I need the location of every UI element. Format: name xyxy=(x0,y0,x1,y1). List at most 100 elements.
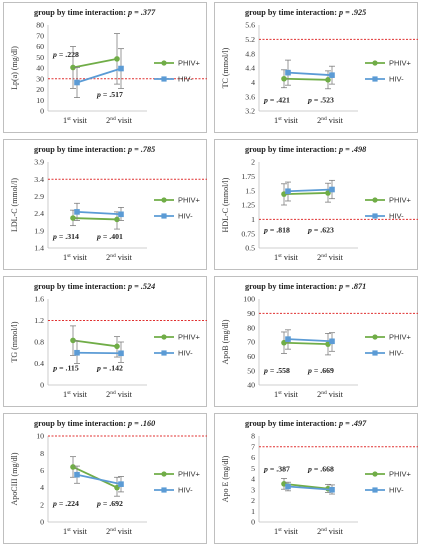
data-point xyxy=(118,481,124,487)
series-line xyxy=(283,482,329,490)
chart-title: group by time interaction: p = .524 xyxy=(34,282,155,291)
legend-label: HIV- xyxy=(178,486,193,495)
y-axis-label: LDL-C (mmol/l) xyxy=(10,178,19,232)
chart-panel: group by time interaction: p = .497 0 1 2 3 4… xyxy=(214,413,418,544)
legend-label: HIV- xyxy=(389,75,404,84)
x-category-label: 1st visit xyxy=(63,116,88,125)
legend-label: PHIV+ xyxy=(389,59,412,68)
series-line xyxy=(283,341,329,346)
y-tick-label: 50 xyxy=(247,366,255,375)
y-tick-label: 90 xyxy=(247,309,255,318)
p-value-label: p = .669 xyxy=(307,366,334,375)
x-category-label: 2nd visit xyxy=(317,116,343,125)
chart-svg: group by time interaction: p = .377 0 10 20… xyxy=(10,8,207,125)
data-point xyxy=(118,350,124,357)
y-tick-label: 4 xyxy=(251,475,255,484)
y-tick-label: 0 xyxy=(40,381,44,390)
chart-panel: group by time interaction: p = .925 3.2 3.… xyxy=(214,2,418,133)
chart-panel: group by time interaction: p = .498 0.5 0.… xyxy=(214,139,418,270)
p-value-label: p = .517 xyxy=(96,90,123,99)
y-tick-label: 4 xyxy=(40,483,44,492)
p-value-label: p = .421 xyxy=(263,96,290,105)
chart-svg: group by time interaction: p = .871 40 50 6… xyxy=(221,282,418,399)
y-tick-label: 2 xyxy=(40,500,44,509)
y-tick-label: 0 xyxy=(251,518,255,527)
data-point xyxy=(74,79,80,86)
series-line xyxy=(72,339,118,348)
y-axis-label: HDL-C (mmol/l) xyxy=(221,177,230,232)
y-tick-label: 70 xyxy=(247,338,255,347)
legend-marker xyxy=(161,350,167,356)
y-tick-label: 0 xyxy=(40,518,44,527)
data-point xyxy=(118,65,124,72)
legend-label: PHIV+ xyxy=(178,196,201,205)
series-line xyxy=(76,67,122,84)
chart-panel: group by time interaction: p = .785 1.4 1.… xyxy=(3,139,207,270)
legend-marker xyxy=(372,350,378,356)
x-category-label: 1st visit xyxy=(63,390,88,399)
y-tick-label: 3.9 xyxy=(34,158,44,167)
chart-svg: group by time interaction: p = .785 1.4 1.… xyxy=(10,145,207,262)
data-point xyxy=(285,336,291,342)
y-tick-label: 2 xyxy=(251,496,255,505)
chart-panel: group by time interaction: p = .524 0 0.4 0… xyxy=(3,276,207,407)
p-value-label: p = .668 xyxy=(307,464,334,473)
p-value-label: p = .818 xyxy=(263,226,290,235)
chart-title: group by time interaction: p = .498 xyxy=(245,145,366,154)
x-category-label: 1st visit xyxy=(274,116,299,125)
legend-marker xyxy=(372,213,378,219)
legend-marker xyxy=(372,334,378,340)
legend-marker xyxy=(161,197,167,203)
data-point xyxy=(329,186,335,193)
p-value-label: p = .224 xyxy=(52,499,79,508)
series-line xyxy=(72,217,118,221)
legend-marker xyxy=(372,60,378,66)
y-tick-label: 3.4 xyxy=(34,175,44,184)
y-tick-label: 3.6 xyxy=(245,92,255,101)
y-tick-label: 4 xyxy=(251,78,255,87)
x-category-label: 2nd visit xyxy=(317,253,343,262)
series-line xyxy=(287,338,333,343)
data-point xyxy=(329,486,335,493)
legend-label: PHIV+ xyxy=(178,59,201,68)
y-axis-label: ApoCIII (mg/dl) xyxy=(10,452,19,505)
y-tick-label: 40 xyxy=(36,64,44,73)
chart-title: group by time interaction: p = .785 xyxy=(34,145,155,154)
p-value-label: p = .401 xyxy=(96,232,123,241)
data-point xyxy=(285,188,291,195)
y-tick-label: 0 xyxy=(40,107,44,116)
y-tick-label: 2.9 xyxy=(34,192,44,201)
p-value-label: p = .558 xyxy=(263,366,290,375)
data-point xyxy=(329,338,335,345)
legend-label: PHIV+ xyxy=(389,333,412,342)
legend-marker xyxy=(372,487,378,493)
y-tick-label: 8 xyxy=(251,432,255,441)
y-tick-label: 40 xyxy=(247,381,255,390)
data-point xyxy=(325,77,331,83)
x-category-label: 1st visit xyxy=(274,527,299,536)
legend-label: PHIV+ xyxy=(178,470,201,479)
p-value-label: p = .523 xyxy=(307,96,334,105)
y-tick-label: 5.2 xyxy=(245,35,255,44)
x-category-label: 1st visit xyxy=(274,253,299,262)
y-tick-label: 7 xyxy=(251,442,255,451)
legend-label: HIV- xyxy=(389,486,404,495)
y-axis-label: Apo E (mg/dl) xyxy=(221,455,230,502)
legend-marker xyxy=(161,60,167,66)
series-line xyxy=(76,210,122,216)
y-tick-label: 1.5 xyxy=(245,186,255,195)
legend-label: HIV- xyxy=(178,212,193,221)
p-value-label: p = .142 xyxy=(96,363,123,372)
y-tick-label: 10 xyxy=(36,432,44,441)
data-point xyxy=(114,343,120,350)
data-point xyxy=(114,56,120,62)
x-category-label: 1st visit xyxy=(274,390,299,399)
p-value-label: p = .387 xyxy=(263,464,290,473)
x-category-label: 2nd visit xyxy=(106,253,132,262)
series-line xyxy=(287,485,333,491)
y-tick-label: 4.8 xyxy=(245,49,255,58)
chart-panel: group by time interaction: p = .871 40 50 6… xyxy=(214,276,418,407)
x-category-label: 2nd visit xyxy=(317,390,343,399)
y-tick-label: 1.6 xyxy=(34,295,44,304)
